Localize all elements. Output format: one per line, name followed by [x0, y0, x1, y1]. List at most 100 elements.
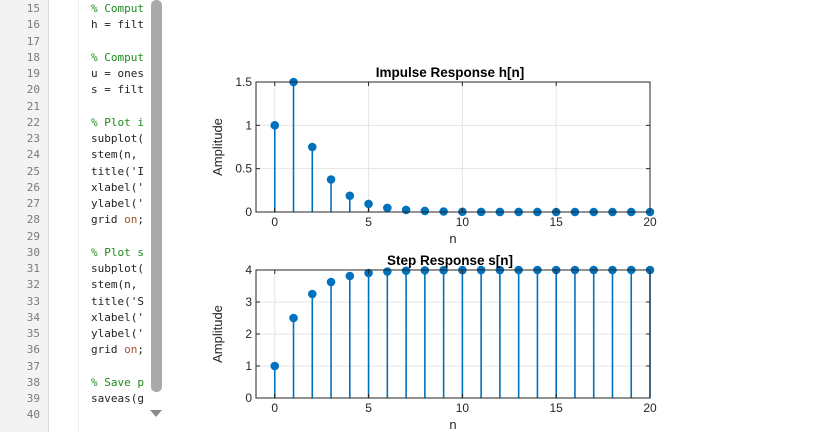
code-comment: % Plot i	[91, 115, 144, 129]
code-line[interactable]: u = ones	[91, 66, 149, 82]
code-line[interactable]: h = filt	[91, 17, 149, 33]
stem-marker	[401, 205, 411, 215]
code-line[interactable]: title('I	[91, 164, 149, 180]
line-number: 29	[26, 229, 40, 243]
stem-marker	[420, 206, 430, 216]
chevron-down-icon[interactable]	[150, 410, 162, 417]
code-line[interactable]: s = filt	[91, 82, 149, 98]
line-number: 19	[26, 67, 40, 80]
x-tick-label: 10	[456, 215, 470, 229]
x-tick-label: 0	[271, 401, 278, 415]
y-tick-label: 0	[245, 205, 252, 219]
code-text: ;	[137, 343, 144, 357]
y-tick-label: 4	[245, 263, 252, 277]
line-number: 37	[26, 359, 40, 373]
plot-area	[256, 82, 650, 212]
code-text: h = filt	[91, 18, 144, 32]
code-line[interactable]: grid on;	[91, 342, 149, 358]
code-line[interactable]: xlabel('	[91, 180, 149, 196]
line-number: 36	[26, 343, 40, 357]
y-tick-label: 1	[245, 118, 252, 132]
stem-marker	[289, 313, 298, 323]
code-text: grid	[91, 213, 125, 227]
x-tick-label: 15	[550, 401, 564, 415]
code-line[interactable]: % Save p	[91, 375, 149, 391]
code-text: ylabel('	[91, 327, 144, 340]
stem-marker	[270, 121, 280, 130]
code-line[interactable]: subplot(	[91, 131, 149, 147]
stem-marker	[307, 142, 317, 152]
line-number: 28	[26, 213, 40, 227]
code-comment: % Save p	[91, 375, 144, 389]
code-text: title('I	[91, 164, 144, 178]
line-number: 33	[26, 294, 40, 308]
chart-title: Step Response s[n]	[387, 253, 513, 268]
line-number: 39	[26, 392, 40, 405]
code-text: saveas(g	[91, 392, 144, 405]
x-tick-label: 5	[365, 401, 372, 415]
code-text: ylabel('	[91, 197, 144, 210]
line-number: 26	[26, 180, 40, 194]
code-line[interactable]: ylabel('	[91, 326, 149, 342]
x-axis-label: n	[449, 231, 456, 246]
code-line[interactable]: grid on;	[91, 212, 149, 228]
stem-marker	[345, 271, 355, 281]
line-number: 34	[26, 310, 40, 324]
line-number: 31	[26, 262, 40, 275]
code-line[interactable]: xlabel('	[91, 310, 149, 326]
line-number: 30	[26, 245, 40, 259]
code-line[interactable]: subplot(	[91, 261, 149, 277]
line-number: 21	[26, 99, 40, 113]
code-line[interactable]: % Comput	[91, 50, 149, 66]
line-number: 27	[26, 197, 40, 210]
scrollbar-thumb[interactable]	[151, 0, 162, 392]
code-text: xlabel('	[91, 310, 144, 324]
x-tick-label: 5	[365, 215, 372, 229]
x-tick-label: 15	[550, 215, 564, 229]
code-keyword: on	[124, 343, 138, 357]
y-tick-label: 0.5	[235, 162, 252, 176]
line-number: 20	[26, 83, 40, 97]
stem-marker	[326, 175, 336, 184]
code-comment: % Comput	[91, 2, 144, 15]
stem-marker	[401, 266, 411, 276]
code-line[interactable]: % Plot s	[91, 245, 149, 261]
line-number: 23	[26, 132, 40, 145]
code-comment: % Plot s	[91, 245, 144, 259]
code-text: subplot(	[91, 132, 144, 145]
code-editor[interactable]: 15 16 17 18 19 20 21 22 23 24 25 26 27 28 29 30 31 32 33 34…	[0, 0, 165, 432]
y-tick-label: 2	[245, 327, 252, 341]
code-line[interactable]: saveas(g	[91, 391, 149, 407]
code-pane[interactable]: % Comput h = filt % Comput u = ones s = filt…	[78, 0, 149, 432]
code-line[interactable]: title('S	[91, 294, 149, 310]
line-number: 18	[26, 50, 40, 64]
stem-marker	[345, 191, 355, 201]
line-number: 38	[26, 375, 40, 389]
x-tick-label: 10	[456, 401, 470, 415]
code-line[interactable]: % Comput	[91, 1, 149, 17]
code-text: ;	[137, 213, 144, 227]
stem-marker	[383, 203, 392, 213]
code-text: stem(n,	[91, 278, 138, 292]
code-line[interactable]: stem(n,	[91, 277, 149, 293]
code-text: title('S	[91, 294, 144, 308]
code-keyword: on	[124, 213, 138, 227]
stem-marker	[326, 277, 336, 287]
line-number: 24	[26, 148, 40, 162]
x-tick-label: 0	[271, 215, 278, 229]
code-line[interactable]: stem(n,	[91, 147, 149, 163]
y-axis-label: Amplitude	[210, 118, 225, 176]
code-text: stem(n,	[91, 148, 138, 162]
code-text: u = ones	[91, 67, 144, 80]
code-text: s = filt	[91, 83, 144, 97]
y-tick-label: 0	[245, 391, 252, 405]
code-comment: % Comput	[91, 50, 144, 64]
code-line[interactable]: % Plot i	[91, 115, 149, 131]
chart-title: Impulse Response h[n]	[376, 65, 525, 80]
code-line[interactable]: ylabel('	[91, 196, 149, 212]
stem-marker	[307, 289, 317, 299]
x-tick-label: 20	[643, 215, 657, 229]
code-text: subplot(	[91, 262, 144, 275]
line-number-gutter: 15 16 17 18 19 20 21 22 23 24 25 26 27 28 29 30 31 32 33 34…	[0, 0, 49, 432]
